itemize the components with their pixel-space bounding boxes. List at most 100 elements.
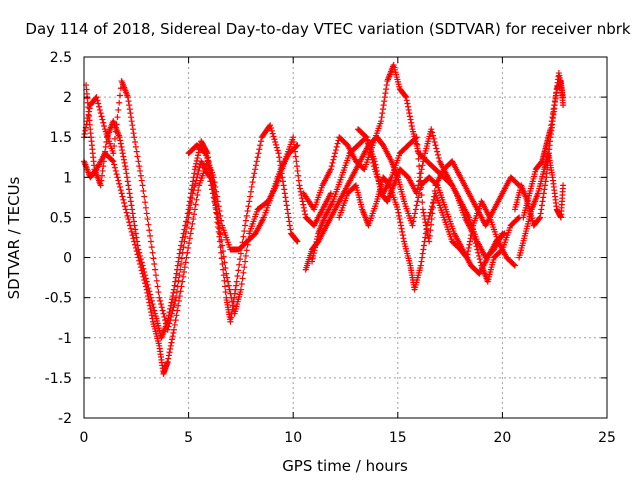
data-point	[219, 242, 226, 249]
data-point	[116, 134, 123, 141]
data-point	[330, 156, 337, 163]
data-point	[177, 246, 184, 253]
data-point	[189, 190, 196, 197]
data-point	[216, 225, 223, 232]
data-point	[145, 221, 152, 228]
data-point	[212, 202, 219, 209]
data-point	[471, 236, 478, 243]
y-axis-title: SDTVAR / TECUs	[5, 176, 23, 299]
x-tick-label: 5	[184, 430, 193, 446]
data-point	[129, 210, 136, 217]
data-point	[294, 167, 301, 174]
data-point	[299, 198, 306, 205]
data-point	[228, 294, 235, 301]
data-point	[173, 289, 180, 296]
data-point	[214, 198, 221, 205]
data-point	[474, 246, 481, 253]
data-point	[419, 250, 426, 257]
data-point	[149, 301, 156, 308]
data-point	[186, 240, 193, 247]
data-point	[188, 225, 195, 232]
data-point	[145, 285, 152, 292]
data-point	[560, 102, 567, 109]
data-point	[552, 94, 559, 101]
data-point	[155, 289, 162, 296]
plot-frame	[83, 56, 608, 419]
data-point	[98, 113, 105, 120]
data-point	[171, 321, 178, 328]
data-point	[173, 294, 180, 301]
data-point	[117, 187, 124, 194]
data-point	[124, 94, 131, 101]
data-point	[293, 163, 300, 170]
data-point	[152, 272, 159, 279]
data-point	[537, 214, 544, 221]
data-point	[549, 114, 556, 121]
data-point	[124, 174, 131, 181]
data-point	[239, 275, 246, 282]
data-point	[397, 219, 404, 226]
data-point	[279, 178, 286, 185]
data-point	[95, 100, 102, 107]
data-point	[242, 258, 249, 265]
data-point	[244, 208, 251, 215]
data-point	[548, 122, 555, 129]
data-point	[327, 190, 334, 197]
data-point	[193, 196, 200, 203]
data-point	[229, 302, 236, 309]
data-point	[147, 232, 154, 239]
data-point	[175, 277, 182, 284]
x-tick-label: 15	[389, 430, 407, 446]
data-point	[180, 244, 187, 251]
data-point	[142, 272, 149, 279]
data-point	[213, 206, 220, 213]
data-point	[137, 172, 144, 179]
data-point	[124, 178, 131, 185]
data-point	[211, 179, 218, 186]
data-point	[416, 186, 423, 193]
data-point	[119, 147, 126, 154]
data-point	[257, 138, 264, 145]
data-point	[286, 218, 293, 225]
data-point	[119, 193, 126, 200]
data-point	[144, 281, 151, 288]
data-point	[293, 158, 300, 165]
data-point	[113, 171, 120, 178]
data-point	[180, 268, 187, 275]
data-point	[241, 264, 248, 271]
data-point	[97, 110, 104, 117]
data-point	[407, 116, 414, 123]
data-point	[82, 127, 89, 134]
data-point	[501, 230, 508, 237]
data-point	[188, 200, 195, 207]
data-point	[131, 134, 138, 141]
data-point	[234, 273, 241, 280]
data-point	[126, 102, 133, 109]
data-point	[147, 291, 154, 298]
data-point	[226, 286, 233, 293]
data-point	[102, 143, 109, 150]
data-point	[435, 155, 442, 162]
data-point	[191, 166, 198, 173]
data-point	[174, 262, 181, 269]
data-point	[132, 139, 139, 146]
x-axis-title: GPS time / hours	[282, 457, 408, 475]
data-point	[134, 238, 141, 245]
data-point	[135, 246, 142, 253]
data-point	[169, 296, 176, 303]
data-point	[102, 148, 109, 155]
data-point	[167, 342, 174, 349]
data-point	[183, 224, 190, 231]
data-point	[150, 304, 157, 311]
data-point	[130, 218, 137, 225]
data-point	[168, 310, 175, 317]
data-point	[101, 122, 108, 129]
data-point	[191, 170, 198, 177]
data-point	[238, 281, 245, 288]
data-point	[237, 250, 244, 257]
data-point	[159, 307, 166, 314]
data-point	[84, 118, 91, 125]
data-point	[127, 225, 134, 232]
data-point	[243, 212, 250, 219]
data-point	[295, 177, 302, 184]
